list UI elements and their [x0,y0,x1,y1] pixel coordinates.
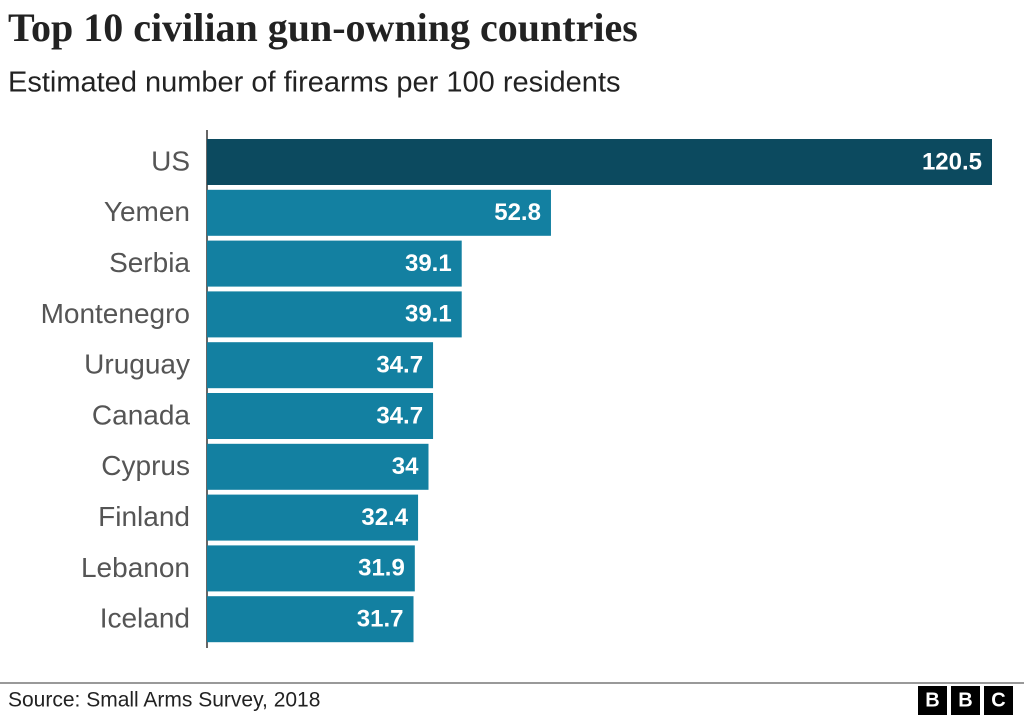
value-label: 34.7 [376,352,423,379]
bar [207,189,551,236]
bar [207,393,434,439]
value-label: 120.5 [922,148,982,175]
logo-letter: B [958,689,972,711]
category-label: Canada [92,399,191,430]
value-label: 34 [392,453,419,480]
value-label: 31.9 [358,555,405,582]
logo-letter: B [925,689,939,711]
category-label: Lebanon [81,552,190,583]
value-label: 34.7 [376,402,423,429]
category-label: Iceland [100,603,190,634]
category-label: Montenegro [41,298,190,329]
logo-box [918,686,947,715]
source: Source: Small Arms Survey, 2018 [8,689,320,712]
category-label: Yemen [104,196,190,227]
chart-subtitle: Estimated number of firearms per 100 res… [8,67,621,99]
logo-box [984,686,1013,715]
logo-letter: C [991,689,1005,711]
bar [207,545,415,592]
bar [207,596,414,643]
category-label: Finland [98,501,190,532]
category-label: Serbia [109,247,190,278]
category-label: Uruguay [84,349,190,380]
bar [207,342,434,389]
bar [207,139,992,185]
value-label: 32.4 [361,504,408,531]
value-label: 31.7 [357,606,404,633]
bar [207,494,419,541]
logo-box [951,686,980,715]
bar [207,240,462,287]
chart-title: Top 10 civilian gun-owning countries [8,5,638,50]
value-label: 39.1 [405,250,452,277]
category-label: US [151,145,190,176]
bar [207,443,429,490]
bar [207,291,462,338]
value-label: 39.1 [405,301,452,328]
value-label: 52.8 [494,199,541,226]
category-label: Cyprus [101,450,190,481]
